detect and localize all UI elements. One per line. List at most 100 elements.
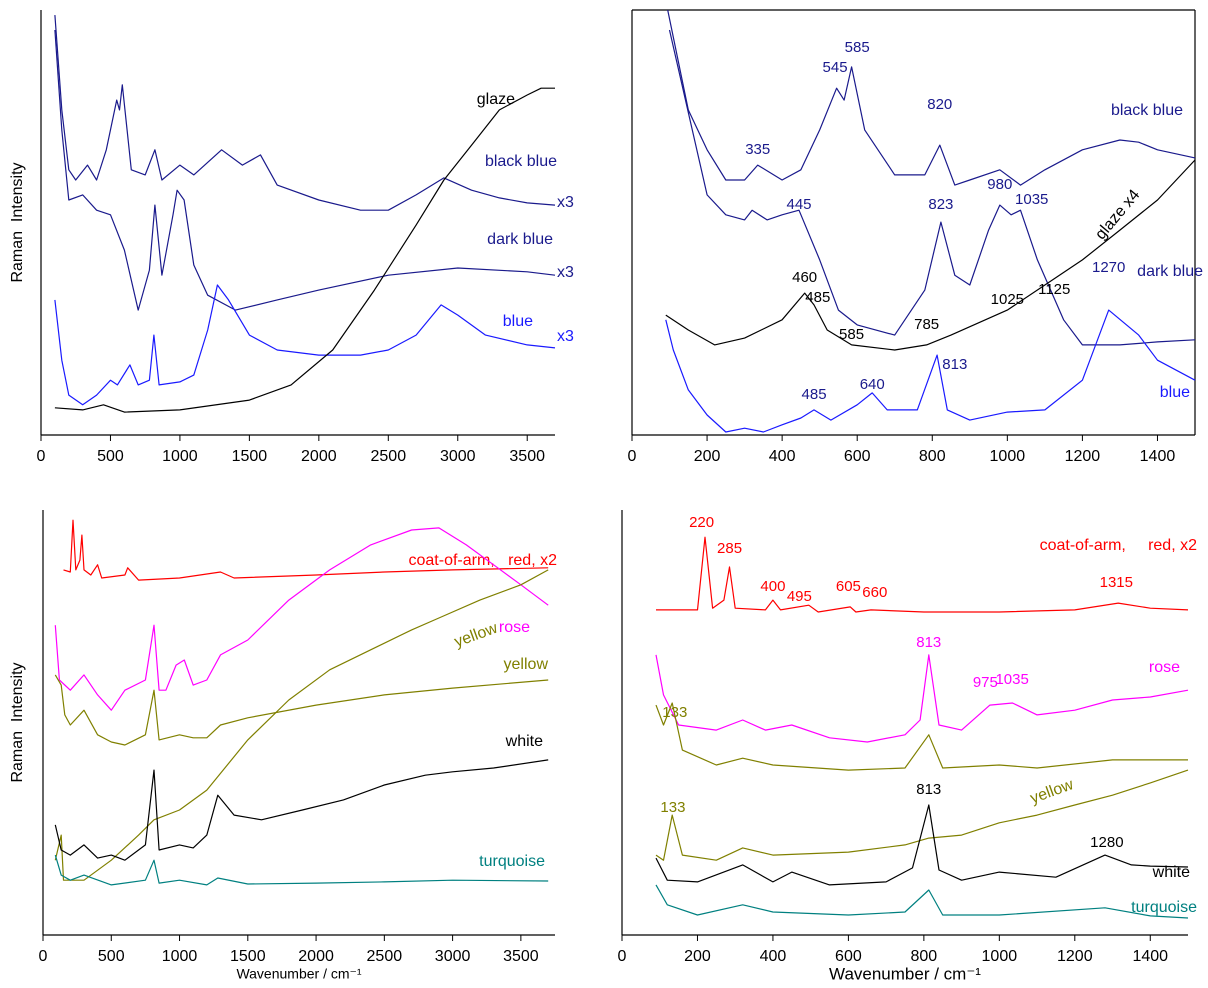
peak-label: 460 xyxy=(792,269,817,286)
panel: 0 500 1000 1500 2000 2500 3000 3500 Raman Intens… xyxy=(9,510,557,982)
x-tick-label: 2500 xyxy=(371,448,407,465)
spectrum-line xyxy=(655,702,1188,771)
x-tick-label: 3500 xyxy=(503,948,539,965)
peak-label: 1035 xyxy=(1015,191,1048,208)
peak-label: 133 xyxy=(662,704,687,721)
x-tick-label: 1400 xyxy=(1132,948,1168,965)
multiplier-label: x3 xyxy=(557,264,574,281)
peak-label: 1280 xyxy=(1090,834,1123,851)
peak-label: 585 xyxy=(845,39,870,56)
x-axis-title: Wavenumber / cm⁻¹ xyxy=(829,964,981,983)
spectrum-line xyxy=(667,9,1196,186)
x-tick-label: 3000 xyxy=(440,448,476,465)
spectrum-line xyxy=(54,87,555,413)
series-label: dark blue xyxy=(487,231,553,248)
x-tick-label: 500 xyxy=(98,948,125,965)
series-label: white xyxy=(505,733,543,750)
spectrum-line xyxy=(668,29,1196,346)
peak-label: 495 xyxy=(787,588,812,605)
series-label: turquoise xyxy=(479,853,545,870)
peak-label: 485 xyxy=(805,289,830,306)
peak-label: 400 xyxy=(760,578,785,595)
x-tick-label: 500 xyxy=(97,448,124,465)
series-label: yellow xyxy=(452,620,500,651)
x-tick-label: 600 xyxy=(844,448,871,465)
spectrum-line xyxy=(54,674,549,746)
peak-label: 980 xyxy=(987,176,1012,193)
series-label: dark blue xyxy=(1137,263,1203,280)
peak-label: 605 xyxy=(836,578,861,595)
peak-label: 820 xyxy=(927,96,952,113)
peak-label: 813 xyxy=(942,356,967,373)
peak-label: 1270 xyxy=(1092,259,1125,276)
spectrum-line xyxy=(54,854,549,886)
x-tick-label: 400 xyxy=(760,948,787,965)
peak-label: 485 xyxy=(802,386,827,403)
peak-label: 813 xyxy=(916,781,941,798)
x-tick-label: 2000 xyxy=(301,448,337,465)
spectrum-line xyxy=(655,769,1189,861)
x-tick-label: 1200 xyxy=(1065,448,1101,465)
series-label: glaze xyxy=(477,91,515,108)
series-label: turquoise xyxy=(1131,899,1197,916)
x-axis-title: Wavenumber / cm⁻¹ xyxy=(236,966,361,982)
peak-label: 220 xyxy=(689,514,714,531)
x-tick-label: 0 xyxy=(39,948,48,965)
panel: 0 200 400 600 800 1000 1200 1400 black blue dark … xyxy=(628,9,1203,465)
series-label: blue xyxy=(1160,384,1190,401)
series-label: yellow xyxy=(1028,776,1076,807)
x-tick-label: 0 xyxy=(37,448,46,465)
y-axis-title: Raman Intensity xyxy=(9,662,26,782)
x-tick-label: 400 xyxy=(769,448,796,465)
x-tick-label: 800 xyxy=(911,948,938,965)
spectrum-line xyxy=(656,536,1189,613)
spectrum-line xyxy=(54,527,549,711)
x-tick-label: 3500 xyxy=(509,448,545,465)
peak-label: 1315 xyxy=(1100,574,1133,591)
peak-label: 660 xyxy=(862,584,887,601)
spectrum-line xyxy=(655,884,1189,919)
x-tick-label: 800 xyxy=(919,448,946,465)
spectrum-line xyxy=(54,15,556,211)
x-tick-label: 600 xyxy=(835,948,862,965)
x-tick-label: 1200 xyxy=(1057,948,1093,965)
series-label: rose xyxy=(1149,659,1180,676)
x-tick-label: 2000 xyxy=(298,948,334,965)
peak-label: 785 xyxy=(914,316,939,333)
x-tick-label: 1500 xyxy=(232,448,268,465)
series-label: black blue xyxy=(1111,102,1183,119)
spectrum-line xyxy=(54,569,549,881)
peak-label: 1035 xyxy=(995,671,1028,688)
series-label: blue xyxy=(503,313,533,330)
peak-label: 445 xyxy=(787,196,812,213)
series-label: white xyxy=(1152,864,1190,881)
x-tick-label: 1400 xyxy=(1140,448,1176,465)
series-label: glaze x4 xyxy=(1092,186,1143,243)
peak-label: 285 xyxy=(717,540,742,557)
spectrum-line xyxy=(54,284,556,406)
peak-label: 975 xyxy=(973,674,998,691)
spectrum-line xyxy=(655,654,1189,743)
spectrum-line xyxy=(63,519,549,581)
x-tick-label: 1500 xyxy=(230,948,266,965)
multiplier-label: x3 xyxy=(557,328,574,345)
x-tick-label: 1000 xyxy=(990,448,1026,465)
y-axis-title: Raman Intensity xyxy=(9,162,26,282)
x-tick-label: 1000 xyxy=(162,948,198,965)
x-tick-label: 0 xyxy=(628,448,637,465)
peak-label: 335 xyxy=(745,141,770,158)
peak-label: 1125 xyxy=(1038,281,1070,298)
spectrum-line xyxy=(54,759,549,861)
peak-label: 1025 xyxy=(991,291,1024,308)
peak-label: 545 xyxy=(823,59,848,76)
peak-label: 640 xyxy=(860,376,885,393)
panel: 0 500 1000 1500 2000 2500 3000 3500 Raman Intens… xyxy=(9,10,574,465)
series-label: coat-of-arm, red, x2 xyxy=(409,552,558,569)
multiplier-label: x3 xyxy=(557,194,574,211)
x-tick-label: 1000 xyxy=(982,948,1018,965)
spectrum-line xyxy=(54,29,556,311)
series-label: coat-of-arm, red, x2 xyxy=(1040,537,1197,554)
spectrum-line xyxy=(665,159,1196,351)
x-tick-label: 200 xyxy=(694,448,721,465)
